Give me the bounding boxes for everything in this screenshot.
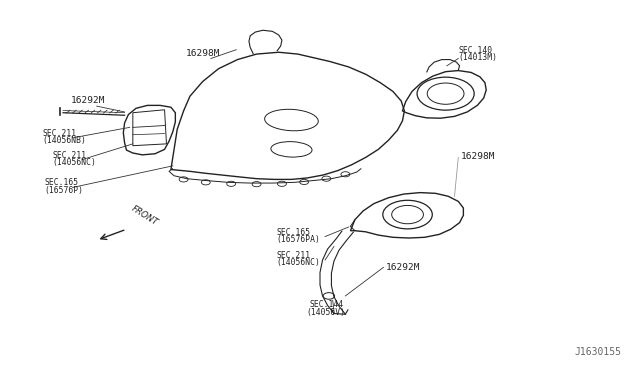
Text: FRONT: FRONT (130, 205, 159, 228)
Text: 16292M: 16292M (71, 96, 106, 105)
Text: SEC.211: SEC.211 (42, 129, 76, 138)
Text: SEC.144: SEC.144 (309, 300, 344, 310)
Text: 16292M: 16292M (385, 263, 420, 272)
Text: 16298M: 16298M (461, 152, 495, 161)
Text: 16298M: 16298M (186, 49, 220, 58)
Text: (16576P): (16576P) (44, 186, 83, 195)
Text: SEC.165: SEC.165 (277, 228, 311, 237)
Text: (14056NB): (14056NB) (42, 136, 86, 145)
Text: SEC.140: SEC.140 (458, 46, 492, 55)
Text: (14056V): (14056V) (307, 308, 346, 317)
Text: SEC.165: SEC.165 (44, 179, 78, 187)
Text: SEC.211: SEC.211 (277, 251, 311, 260)
Text: SEC.211: SEC.211 (52, 151, 86, 160)
Text: J1630155: J1630155 (574, 347, 621, 357)
Text: (14056NC): (14056NC) (277, 258, 321, 267)
Text: (16576PA): (16576PA) (277, 235, 321, 244)
Text: (14013M): (14013M) (458, 53, 497, 62)
Text: (14056NC): (14056NC) (52, 158, 96, 167)
